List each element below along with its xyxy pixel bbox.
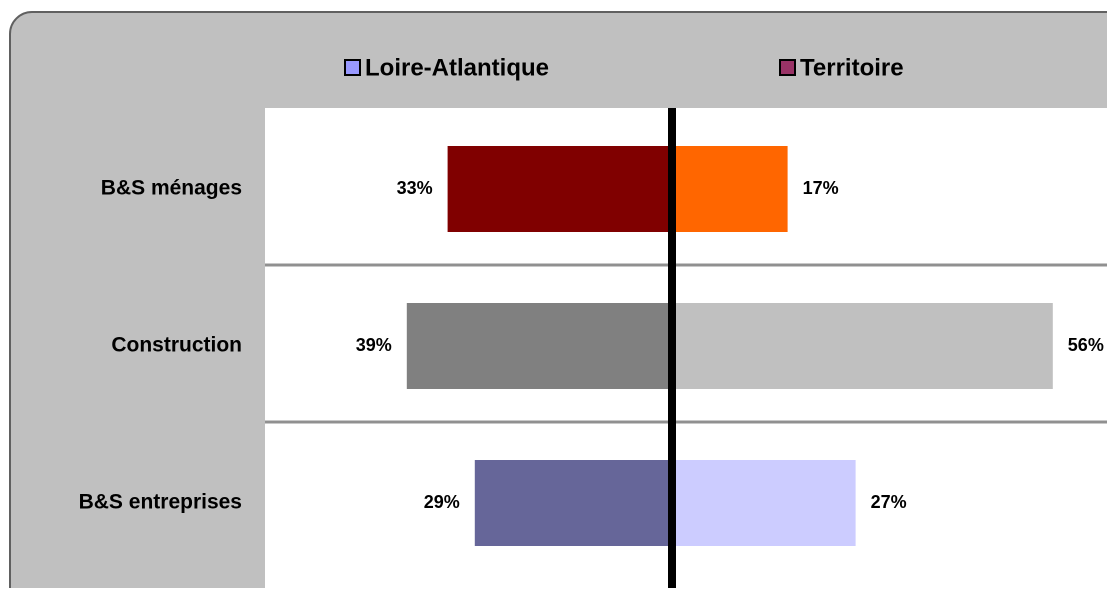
category-label: B&S ménages	[101, 177, 242, 200]
value-label: 29%	[424, 492, 460, 512]
legend-swatch	[779, 59, 796, 76]
bar	[447, 146, 672, 232]
bar	[474, 460, 672, 546]
category-label: B&S entreprises	[79, 491, 242, 514]
legend-label: Loire-Atlantique	[365, 54, 549, 81]
value-label: 17%	[803, 178, 839, 198]
bar	[406, 303, 672, 389]
value-label: 56%	[1068, 335, 1104, 355]
category-label: Construction	[111, 334, 242, 357]
value-label: 27%	[871, 492, 907, 512]
value-label: 39%	[356, 335, 392, 355]
value-label: 33%	[397, 178, 433, 198]
bar	[672, 146, 788, 232]
legend-swatch	[344, 59, 361, 76]
legend-label: Territoire	[800, 54, 904, 81]
bar	[672, 460, 856, 546]
bar	[672, 303, 1053, 389]
